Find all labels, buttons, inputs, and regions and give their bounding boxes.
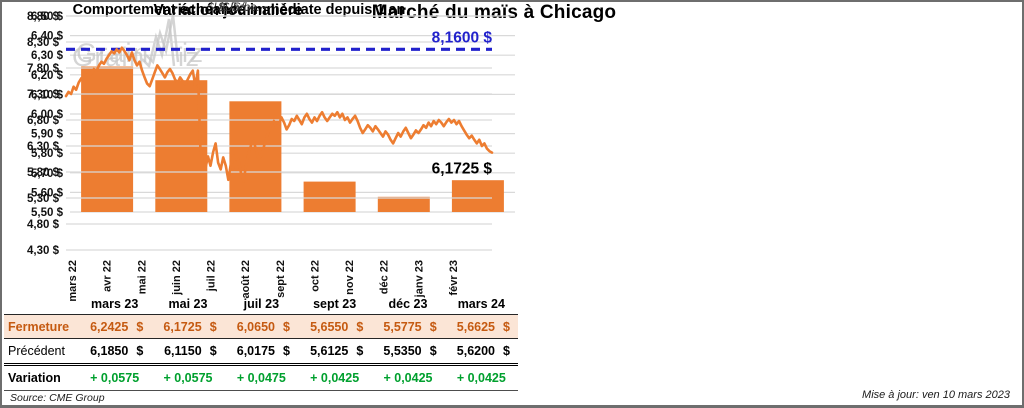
x-tick-label: oct 22 [309, 260, 321, 292]
table-cell: + 0,0425 [383, 371, 433, 385]
table-cell: + 0,0425 [310, 371, 360, 385]
x-tick-label: déc 22 [379, 260, 391, 294]
y-tick-label: 5,80 $ [27, 167, 60, 179]
reference-line-label: 8,1600 $ [432, 29, 493, 46]
y-tick-label: 6,50 $ [31, 11, 64, 23]
line-chart-title: Comportement échéance immédiate depuis 1… [72, 2, 406, 18]
quotes-table-header: mars 23 mai 23 juil 23 sept 23 déc 23 mars 24 [4, 293, 518, 315]
table-row-fermeture: Fermeture 6,2425 $ 6,1725 $ 6,0650 $ 5,6550 $ 5,5… [4, 314, 518, 339]
y-tick-label: 8,30 $ [27, 37, 60, 49]
table-cell: 5,5775 $ [383, 319, 437, 334]
table-cell: 5,6625 $ [456, 319, 510, 334]
y-tick-label: 4,30 $ [27, 245, 60, 257]
table-header-row: mars 23 mai 23 juil 23 sept 23 déc 23 mars 24 [4, 293, 518, 315]
y-tick-label: 5,60 $ [31, 187, 64, 199]
x-tick-label: sept 22 [275, 260, 287, 298]
row-label: Variation [8, 371, 61, 385]
updated-note: Mise à jour: ven 10 mars 2023 [862, 389, 1010, 401]
quotes-table: mars 23 mai 23 juil 23 sept 23 déc 23 mars 24… [4, 293, 518, 391]
source-note: Source: CME Group [10, 392, 105, 404]
y-tick-label: 6,30 $ [27, 141, 60, 153]
x-tick-label: juil 22 [206, 260, 218, 292]
table-cell: 6,1150 $ [164, 344, 217, 358]
x-tick-label: janv 23 [413, 260, 425, 298]
bar [377, 196, 430, 212]
row-label: Fermeture [8, 319, 70, 334]
x-tick-label: mai 22 [136, 260, 148, 294]
row-label: Précédent [8, 344, 65, 358]
x-tick-label: août 22 [240, 260, 252, 299]
y-tick-label: 5,30 $ [27, 193, 60, 205]
x-tick-label: juin 22 [171, 260, 183, 296]
table-cell: 6,2425 $ [90, 319, 144, 334]
column-header: sept 23 [297, 293, 372, 315]
table-row-precedent: Précédent 6,1850 $ 6,1150 $ 6,0175 $ 5,6125 $ 5,5… [4, 339, 518, 365]
y-tick-label: 5,50 $ [31, 207, 64, 218]
column-header: mai 23 [151, 293, 225, 315]
y-tick-label: 6,80 $ [27, 115, 60, 127]
table-cell: 6,1850 $ [90, 344, 144, 358]
y-tick-label: 6,40 $ [31, 31, 64, 43]
x-tick-label: avr 22 [102, 260, 114, 292]
y-tick-label: 6,10 $ [31, 89, 64, 101]
y-tick-label: 5,80 $ [31, 148, 64, 160]
price-line [64, 46, 494, 183]
page-title: Marché du maïs à Chicago [371, 2, 617, 23]
y-tick-label: 7,30 $ [27, 89, 60, 101]
zigzag-w-icon [145, 14, 180, 65]
column-header [4, 293, 78, 315]
column-header: mars 24 [444, 293, 518, 315]
table-cell: 5,6125 $ [310, 344, 364, 358]
table-cell: + 0,0475 [236, 371, 286, 385]
bar [303, 181, 356, 212]
y-tick-label: 7,80 $ [27, 63, 60, 75]
x-tick-label: mars 22 [67, 260, 79, 302]
column-header: déc 23 [371, 293, 445, 315]
quotes-table-body: Fermeture 6,2425 $ 6,1725 $ 6,0650 $ 5,6550 $ 5,5… [4, 314, 518, 391]
table-cell: + 0,0425 [456, 371, 506, 385]
x-tick-label: nov 22 [344, 260, 356, 295]
table-cell: 5,6200 $ [456, 344, 510, 358]
table-cell: + 0,0575 [90, 371, 140, 385]
bar-chart-title: Variation journalière [153, 2, 303, 19]
column-header: mars 23 [78, 293, 152, 315]
y-tick-label: 8,80 $ [27, 11, 60, 23]
bar-chart-subtitle: - $US/bo. - [200, 2, 256, 14]
column-header: juil 23 [224, 293, 298, 315]
watermark-text: iz [182, 38, 205, 68]
x-tick-label: févr 23 [448, 260, 460, 295]
line-chart-subtitle: - $US/bo. - [211, 2, 267, 14]
table-cell: 6,1725 $ [163, 319, 217, 334]
line-chart: 8,80 $8,30 $7,80 $7,30 $6,80 $6,30 $5,80… [27, 11, 494, 302]
y-tick-label: 6,30 $ [31, 50, 64, 62]
table-row-variation: Variation + 0,0575 + 0,0575 + 0,0475 + 0,042… [4, 365, 518, 391]
bar [451, 180, 504, 212]
grainwiz-watermark: Grain iz [76, 14, 205, 68]
table-cell: 6,0175 $ [236, 344, 290, 358]
last-value-label: 6,1725 $ [432, 161, 493, 178]
y-tick-label: 6,00 $ [31, 109, 64, 121]
table-cell: 5,6550 $ [310, 319, 364, 334]
bar [81, 66, 134, 212]
y-tick-label: 6,20 $ [31, 70, 64, 82]
table-cell: 6,0650 $ [236, 319, 290, 334]
y-tick-label: 5,90 $ [31, 129, 64, 141]
y-tick-label: 5,70 $ [31, 168, 64, 180]
table-cell: + 0,0575 [163, 371, 213, 385]
y-tick-label: 4,80 $ [27, 219, 60, 231]
table-cell: 5,5350 $ [383, 344, 437, 358]
